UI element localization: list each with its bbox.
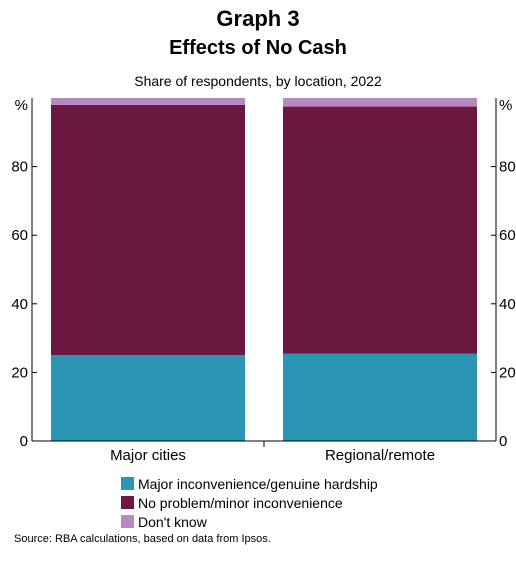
y-tick-label-right: 40 <box>499 296 516 313</box>
x-tick-label: Regional/remote <box>325 447 435 464</box>
bar-3-2 <box>283 98 477 107</box>
bar-chart: Major cities Regional/remote 0 0 20 20 40 40 60 6… <box>11 97 516 464</box>
y-unit-label-left: % <box>15 97 28 114</box>
legend-item: No problem/minor inconvenience <box>121 493 378 512</box>
x-tick-label: Major cities <box>110 447 186 464</box>
y-tick-label-left: 60 <box>11 227 28 244</box>
legend-item: Major inconvenience/genuine hardship <box>121 474 378 493</box>
bar-1-2 <box>283 353 477 441</box>
y-tick-label-left: 0 <box>20 433 28 450</box>
y-tick-label-right: 60 <box>499 227 516 244</box>
graph-label: Graph 3 <box>216 6 300 31</box>
y-tick-label-right: 20 <box>499 364 516 381</box>
y-unit-label-right: % <box>499 97 512 114</box>
chart-subtitle: Share of respondents, by location, 2022 <box>134 73 382 89</box>
legend-label: No problem/minor inconvenience <box>138 494 343 511</box>
legend-label: Major inconvenience/genuine hardship <box>138 475 378 492</box>
legend-swatch <box>121 515 134 528</box>
bar-1-1 <box>51 355 245 441</box>
y-tick-label-right: 80 <box>499 159 516 176</box>
legend: Major inconvenience/genuine hardship No p… <box>121 474 378 531</box>
y-tick-label-left: 80 <box>11 159 28 176</box>
legend-swatch <box>121 477 134 490</box>
chart-title: Effects of No Cash <box>169 37 347 59</box>
legend-item: Don't know <box>121 512 378 531</box>
y-tick-label-left: 40 <box>11 296 28 313</box>
source-note: Source: RBA calculations, based on data … <box>14 533 271 545</box>
legend-swatch <box>121 496 134 509</box>
bar-2-2 <box>283 106 477 354</box>
bar-3-1 <box>51 98 245 105</box>
legend-label: Don't know <box>138 513 207 530</box>
y-tick-label-right: 0 <box>499 433 507 450</box>
y-tick-label-left: 20 <box>11 364 28 381</box>
bar-2-1 <box>51 104 245 356</box>
